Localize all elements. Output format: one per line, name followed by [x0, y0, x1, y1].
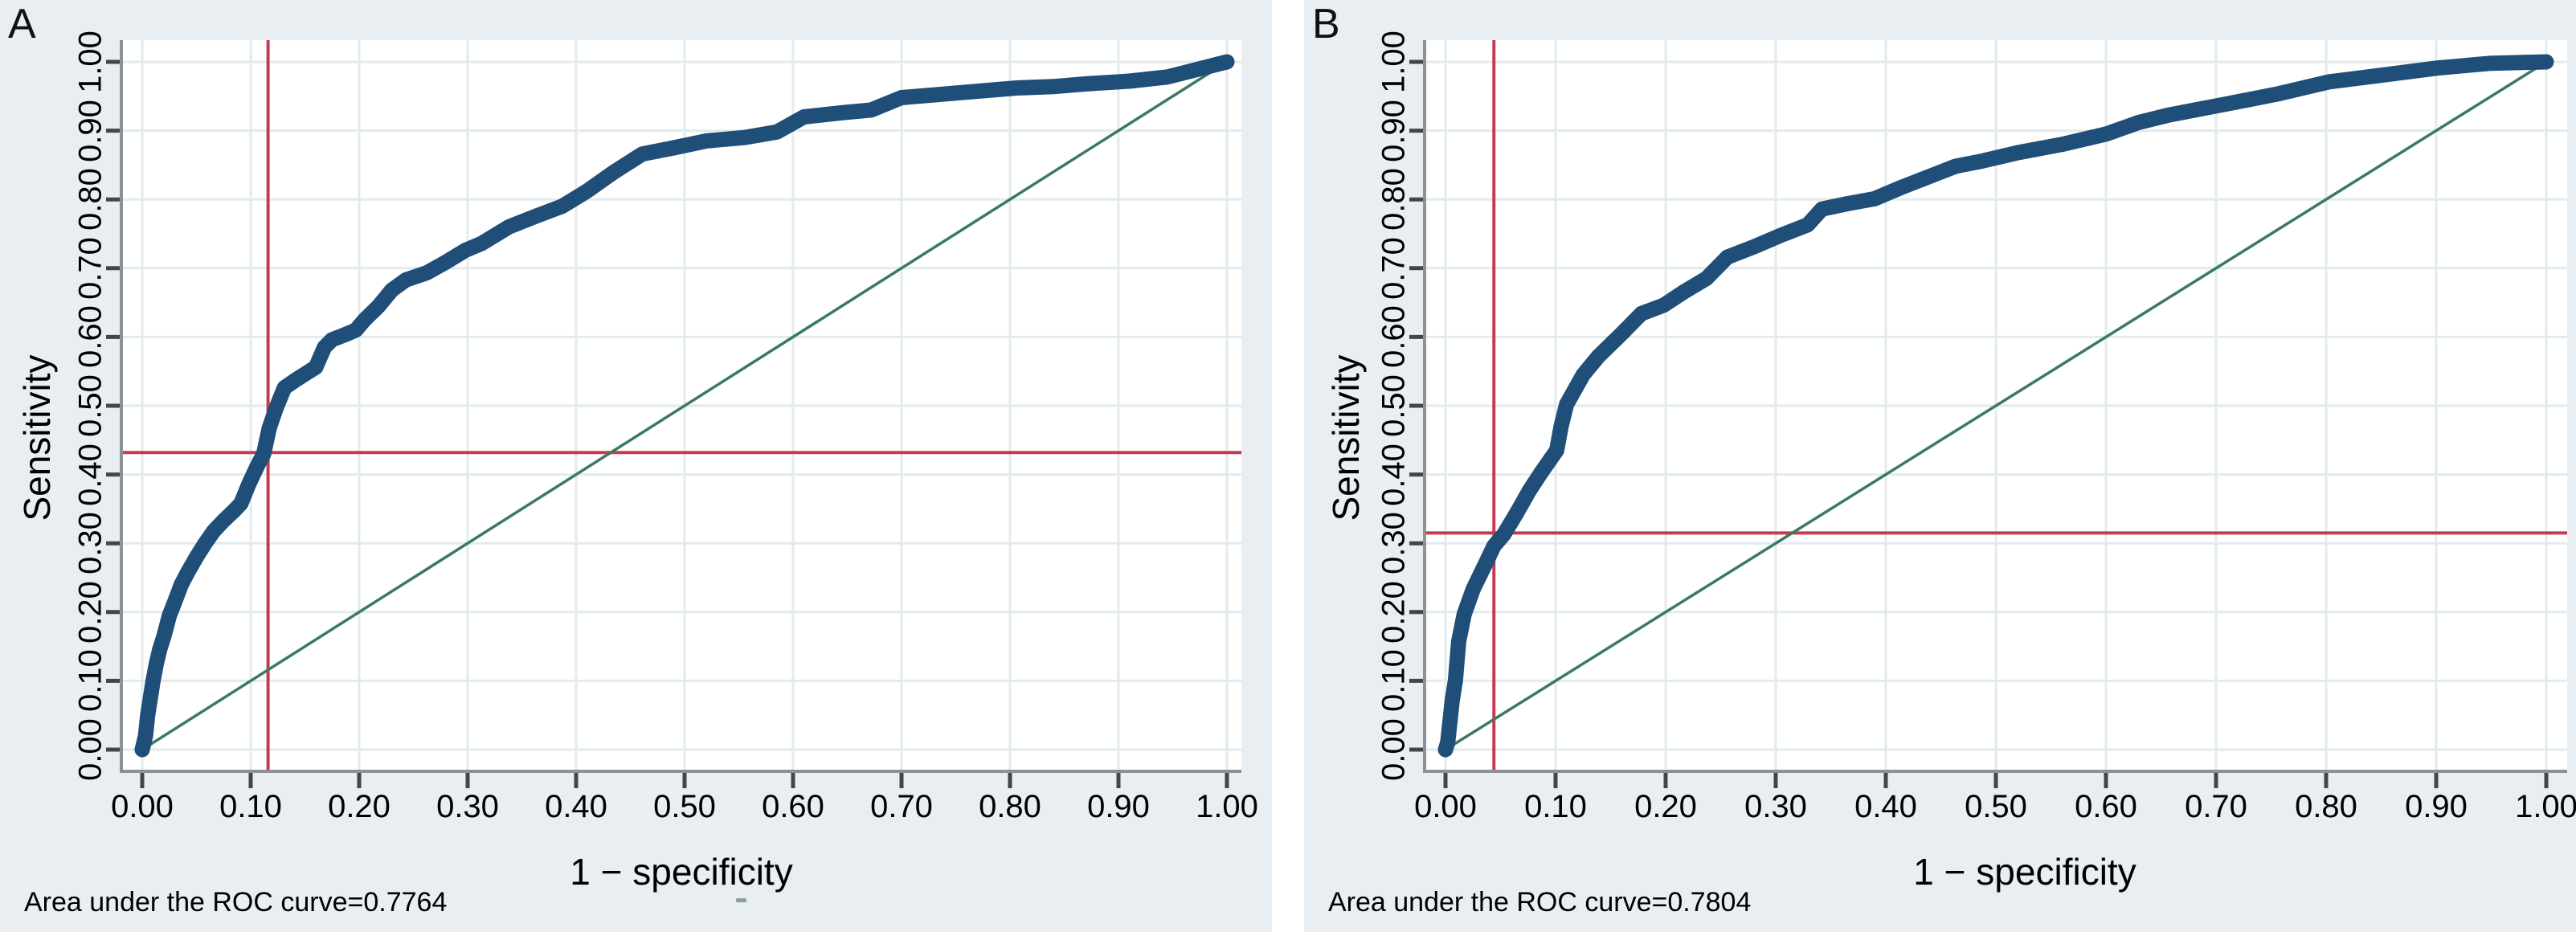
x-axis-title: 1 − specificity — [1913, 851, 2136, 893]
y-tick-label: 0.10 — [72, 649, 108, 713]
x-tick-label: 0.00 — [1414, 789, 1477, 824]
x-tick-label: 0.70 — [2185, 789, 2247, 824]
y-tick-label: 0.80 — [72, 168, 108, 231]
x-tick-label: 0.10 — [219, 789, 282, 824]
y-tick-label: 0.00 — [72, 718, 108, 781]
stray-mark — [736, 898, 746, 902]
y-tick-label: 0.30 — [1376, 512, 1412, 575]
auc-annotation: Area under the ROC curve=0.7764 — [24, 887, 448, 918]
auc-annotation: Area under the ROC curve=0.7804 — [1328, 887, 1752, 918]
y-tick-label: 0.70 — [72, 236, 108, 300]
x-tick-label: 0.30 — [436, 789, 499, 824]
y-tick-label: 1.00 — [1376, 31, 1412, 93]
y-tick-label: 0.60 — [72, 305, 108, 369]
panel-label-a: A — [8, 1, 36, 47]
y-tick-label: 0.50 — [72, 374, 108, 437]
y-tick-label: 0.40 — [1376, 443, 1412, 506]
x-tick-label: 0.50 — [1965, 789, 2027, 824]
roc-panel-a: A Sensitivity 0.00 0.10 0.20 0.30 0.40 0.50 0.… — [0, 0, 1272, 932]
x-tick-label: 0.80 — [2295, 789, 2357, 824]
y-tick-label: 0.20 — [1376, 580, 1412, 644]
panel-label-b: B — [1312, 1, 1340, 47]
x-tick-label: 0.70 — [870, 789, 933, 824]
y-axis-title: Sensitivity — [1325, 354, 1367, 521]
y-tick-label: 0.20 — [72, 580, 108, 644]
y-tick-label: 0.80 — [1376, 168, 1412, 231]
y-axis-title: Sensitivity — [16, 354, 58, 521]
x-tick-label: 0.40 — [545, 789, 607, 824]
roc-plot-a — [106, 40, 1241, 788]
x-tick-label: 1.00 — [2515, 789, 2576, 824]
roc-curve-path — [1437, 54, 2554, 758]
y-tick-label: 1.00 — [72, 31, 108, 93]
x-tick-label: 1.00 — [1196, 789, 1258, 824]
x-tick-label: 0.90 — [2405, 789, 2468, 824]
roc-panel-b: B Sensitivity 0.00 0.10 0.20 0.30 0.40 0.50 0.… — [1304, 0, 2576, 932]
x-axis-title: 1 − specificity — [570, 851, 793, 893]
roc-curve-path — [134, 54, 1235, 758]
y-tick-label: 0.60 — [1376, 305, 1412, 369]
roc-plot-b — [1409, 40, 2567, 788]
y-tick-label: 0.90 — [1376, 99, 1412, 162]
x-tick-label: 0.60 — [762, 789, 824, 824]
y-tick-label: 0.50 — [1376, 374, 1412, 437]
reference-diagonal-line — [141, 60, 1228, 751]
y-tick-label: 0.40 — [72, 443, 108, 506]
y-tick-label: 0.90 — [72, 99, 108, 162]
x-tick-label: 0.30 — [1744, 789, 1807, 824]
x-tick-label: 0.80 — [979, 789, 1041, 824]
y-tick-label: 0.10 — [1376, 649, 1412, 713]
x-tick-label: 0.20 — [1634, 789, 1697, 824]
y-tick-label: 0.70 — [1376, 236, 1412, 300]
x-tick-label: 0.00 — [111, 789, 174, 824]
x-tick-label: 0.90 — [1087, 789, 1150, 824]
x-tick-label: 0.20 — [328, 789, 390, 824]
y-tick-label: 0.00 — [1376, 718, 1412, 781]
reference-diagonal-line — [1445, 60, 2547, 751]
x-tick-label: 0.50 — [653, 789, 716, 824]
x-tick-label: 0.40 — [1854, 789, 1917, 824]
x-tick-label: 0.60 — [2075, 789, 2137, 824]
x-tick-label: 0.10 — [1524, 789, 1587, 824]
y-tick-label: 0.30 — [72, 512, 108, 575]
